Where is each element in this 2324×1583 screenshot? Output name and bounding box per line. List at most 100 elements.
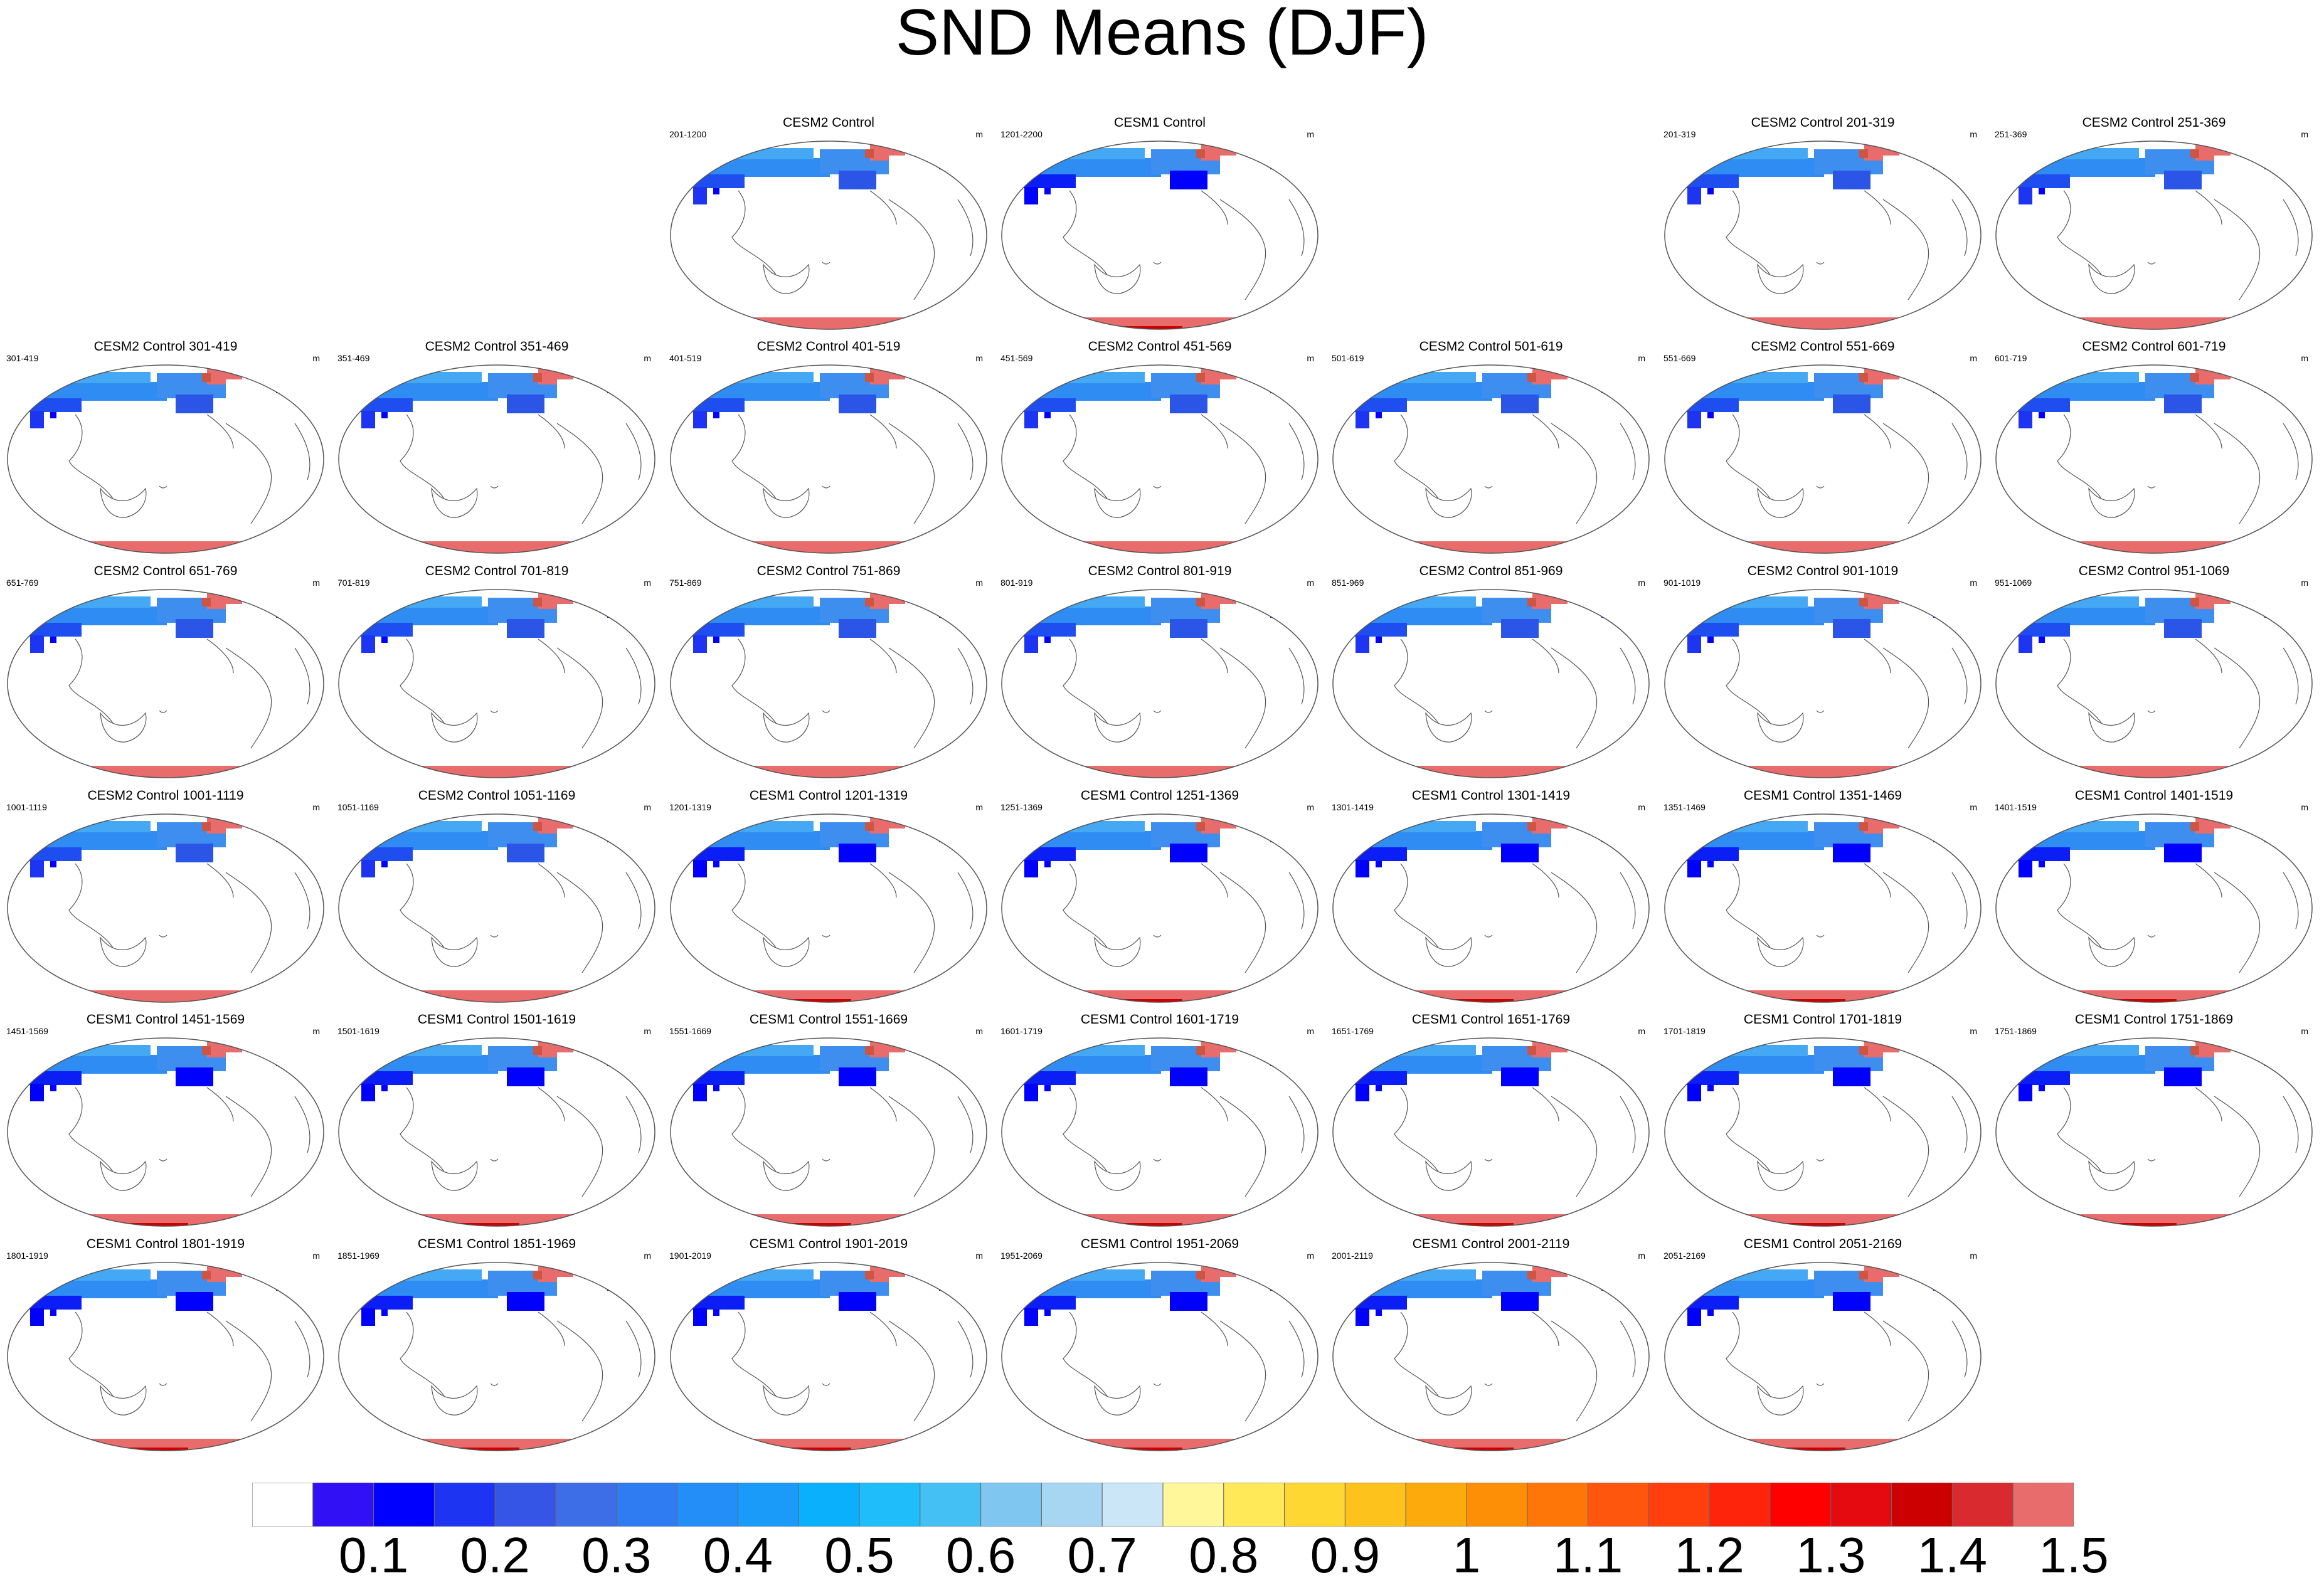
antarctica-snow-west [2032, 324, 2064, 329]
asia-coastline [1394, 414, 1439, 499]
hudson-bay [557, 604, 573, 625]
globe-map [1332, 589, 1650, 778]
globe-map [7, 589, 324, 778]
arctic-snow [865, 598, 874, 606]
north-america-snow-south [176, 394, 213, 413]
asia-snow-south [1350, 623, 1407, 637]
asia-coastline [2057, 1087, 2102, 1172]
colorbar-swatch [1223, 1483, 1285, 1527]
eurasia-snow-north [1032, 372, 1145, 383]
globe-outline [670, 364, 987, 554]
antarctica-snow [400, 990, 588, 1002]
arctic-snow [1527, 598, 1536, 606]
panel-year-range: 351-469 [337, 353, 370, 363]
australia-coastline [1094, 1385, 1141, 1416]
eurasia-snow [354, 831, 498, 850]
island-coastline [159, 485, 167, 489]
asia-coastline [1063, 1311, 1108, 1397]
south-america-coastline [1882, 872, 1929, 973]
antarctica-snow-west [1038, 772, 1069, 778]
antarctica-snow-east [1248, 994, 1285, 1002]
globe-map [7, 1037, 324, 1227]
asia-coastline [2057, 190, 2102, 275]
globe-outline [338, 364, 655, 554]
eurasia-snow-north [701, 1269, 814, 1281]
panel-year-range: 1951-2069 [1000, 1251, 1043, 1261]
eurasia-snow-north [1363, 1269, 1476, 1281]
globe-map [1995, 140, 2313, 330]
asia-coastline [1726, 638, 1771, 724]
globe-outline [1995, 1037, 2313, 1227]
tibet-snow [693, 187, 707, 204]
panel-year-range: 2001-2119 [1332, 1251, 1373, 1261]
colorbar-tick-label: 1.3 [1796, 1527, 1866, 1583]
colorbar-tick-label: 0.5 [824, 1527, 894, 1583]
africa-coastline [1620, 1096, 1636, 1153]
panel-title: CESM1 Control 1451-1569 [86, 1012, 245, 1027]
australia-coastline [1094, 487, 1141, 518]
colorbar-tick-label: 1.4 [1917, 1527, 1987, 1583]
asia-snow-south [1682, 623, 1739, 637]
panel-title: CESM1 Control 1951-2069 [1080, 1237, 1239, 1251]
panel-title: CESM1 Control 1901-2019 [749, 1237, 908, 1251]
antarctica-snow [69, 541, 257, 553]
panel-unit: m [2301, 802, 2308, 812]
antarctica-snow-east [916, 770, 954, 778]
central-america-coastline [1532, 1311, 1559, 1347]
antarctica-snow-east [916, 545, 954, 553]
eurasia-snow-north [38, 1045, 151, 1056]
tibet-snow [693, 1308, 707, 1326]
panel-year-range: 451-569 [1000, 353, 1033, 363]
svalbard-snow [909, 1269, 924, 1276]
africa-coastline [1620, 423, 1636, 480]
central-america-coastline [206, 638, 234, 674]
panel-unit: m [1307, 1251, 1314, 1261]
panel-unit: m [975, 802, 983, 812]
arctic-snow [2190, 373, 2199, 382]
central-america-coastline [1532, 638, 1559, 674]
panel-title: CESM1 Control 1851-1969 [417, 1237, 576, 1251]
arctic-snow [865, 1046, 874, 1055]
australia-coastline [100, 1385, 147, 1416]
australia-coastline [1757, 712, 1804, 743]
australia-coastline [1757, 1385, 1804, 1416]
map-panel: CESM1 Control 1751-1869 1751-1869 m [1988, 1012, 2320, 1237]
asia-snow-south [1019, 1296, 1076, 1310]
antarctica-snow-west [707, 772, 738, 778]
globe-outline [1664, 140, 1982, 330]
antarctica-snow-east [585, 545, 622, 553]
antarctica-snow-east [916, 1218, 954, 1226]
snow-cell [713, 861, 719, 867]
arctic-snow [202, 1271, 211, 1279]
snow-cell [1707, 412, 1714, 418]
asia-snow-south [1350, 398, 1407, 412]
antarctica-snow-west [375, 1445, 406, 1451]
eurasia-snow [686, 158, 830, 177]
eurasia-snow [2011, 606, 2155, 625]
island-coastline [490, 485, 499, 489]
map-panel: CESM2 Control 701-819 701-819 m [331, 564, 662, 788]
arctic-snow [1859, 1271, 1868, 1279]
australia-coastline [2088, 712, 2135, 743]
arctic-snow [1196, 1046, 1205, 1055]
panel-unit: m [1307, 353, 1314, 363]
globe-outline [1664, 1037, 1982, 1227]
island-coastline [490, 1383, 499, 1386]
north-america-snow-south [507, 1292, 544, 1311]
svalbard-snow [1571, 372, 1586, 378]
snow-cell [1707, 1310, 1714, 1316]
south-america-coastline [888, 872, 935, 973]
antarctica-snow-east [1911, 994, 1948, 1002]
globe-outline [7, 1037, 324, 1227]
africa-coastline [1951, 872, 1968, 929]
panel-year-range: 651-769 [6, 578, 39, 588]
hudson-bay [889, 379, 905, 401]
australia-coastline [1757, 487, 1804, 518]
asia-coastline [68, 638, 114, 724]
hudson-bay [557, 1052, 573, 1074]
central-america-coastline [1532, 863, 1559, 898]
eurasia-snow [686, 1279, 830, 1298]
eurasia-snow-north [1032, 821, 1145, 832]
asia-snow-south [356, 1296, 413, 1310]
africa-coastline [2283, 1096, 2299, 1153]
